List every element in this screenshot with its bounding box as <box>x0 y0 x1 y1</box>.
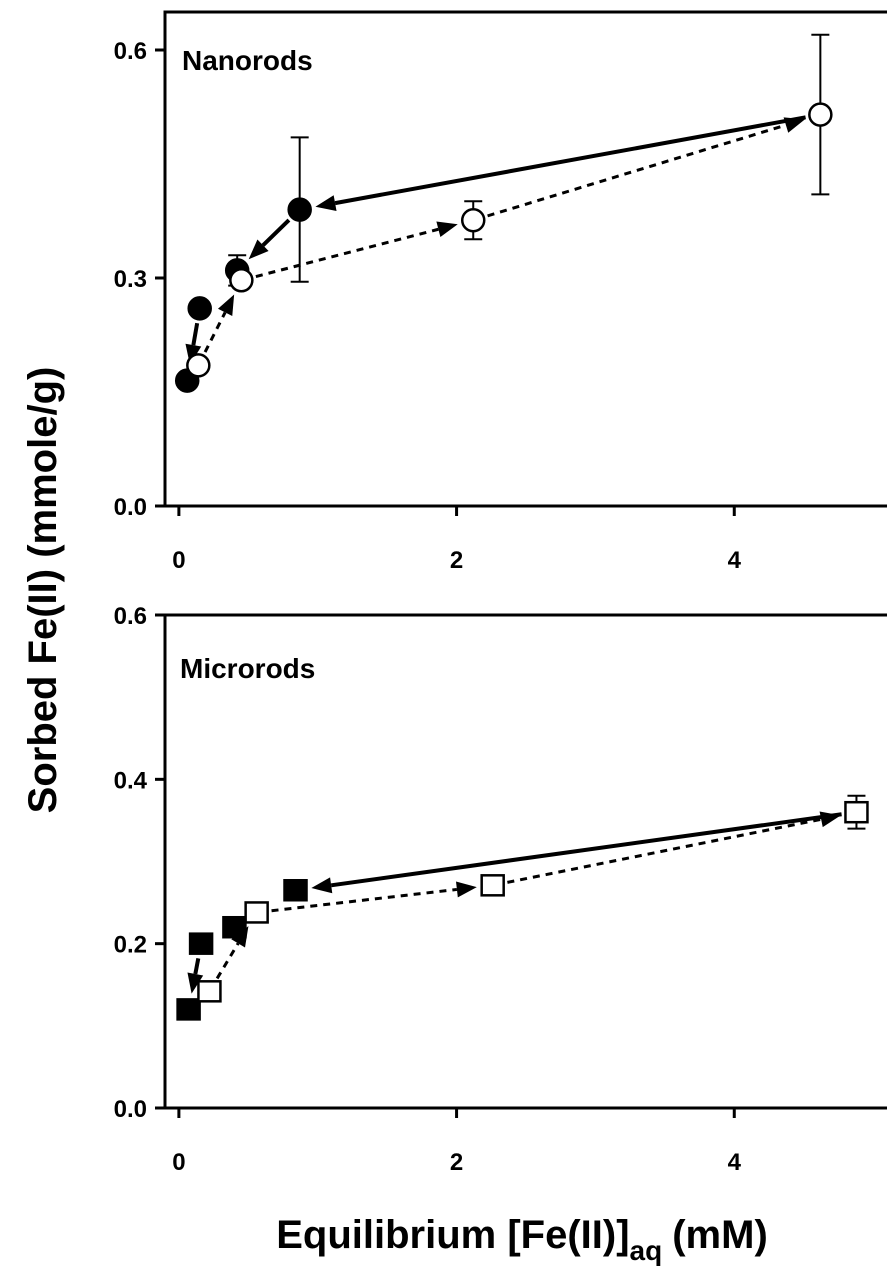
open-square-point <box>244 901 269 924</box>
solid-arrow-line <box>193 958 201 975</box>
arrowhead <box>187 972 204 994</box>
solid-arrow-line <box>261 218 291 247</box>
open-circle-point <box>186 353 211 378</box>
arrowhead <box>783 117 806 133</box>
x-axis-title: Equilibrium [Fe(II)]aq (mM) <box>276 1213 768 1266</box>
arrowhead <box>455 881 477 898</box>
y-axis-title: Sorbed Fe(II) (mmole/g) <box>21 367 65 814</box>
y-tick-label: 0.3 <box>114 266 147 293</box>
open-circle-point <box>808 102 833 127</box>
filled-square-point <box>283 879 308 902</box>
filled-square-point <box>176 998 201 1021</box>
x-axis-title-unit: (mM) <box>672 1213 768 1257</box>
x-tick-label: 0 <box>172 1149 185 1176</box>
solid-arrow-line <box>191 322 200 346</box>
nanorods-panel: 0.0 0.3 0.6 0 2 4 Nanorods <box>114 10 887 574</box>
microrods-panel: 0.0 0.2 0.4 0.6 0 2 4 Microrods <box>114 603 887 1176</box>
y-tick-label: 0.6 <box>114 38 147 65</box>
filled-square-point <box>188 932 214 955</box>
open-square-point <box>197 980 222 1003</box>
arrowhead <box>315 195 337 212</box>
x-tick-label: 0 <box>172 547 185 574</box>
open-circle-point <box>460 207 486 233</box>
arrowhead <box>819 811 841 828</box>
arrowhead <box>436 221 458 238</box>
y-tick-label: 0.4 <box>114 767 148 794</box>
filled-circle-point <box>287 197 312 222</box>
panel-label: Microrods <box>180 653 315 684</box>
dashed-arrow-line <box>215 942 240 980</box>
y-tick-label: 0.6 <box>114 603 147 630</box>
x-tick-label: 2 <box>450 547 463 574</box>
dashed-arrow-line <box>203 311 227 353</box>
panel-label: Nanorods <box>182 45 313 76</box>
x-axis-title-subscript: aq <box>630 1235 663 1266</box>
arrowhead <box>248 239 269 260</box>
y-tick-label: 0.0 <box>114 1096 147 1123</box>
x-tick-label: 2 <box>450 1149 463 1176</box>
arrowhead <box>311 877 333 894</box>
x-tick-label: 4 <box>728 547 742 574</box>
dashed-arrow-line <box>255 227 439 278</box>
filled-square-point <box>222 915 247 939</box>
dashed-arrow-line <box>487 123 787 218</box>
dashed-arrow-line <box>271 887 458 913</box>
arrowhead <box>217 294 235 317</box>
filled-circle-point <box>187 296 212 321</box>
open-circle-point <box>229 268 254 293</box>
x-tick-label: 4 <box>728 1149 742 1176</box>
solid-arrow-line <box>334 115 806 206</box>
y-tick-label: 0.0 <box>114 494 147 521</box>
open-square-point <box>844 800 869 824</box>
solid-arrow-line <box>330 812 842 888</box>
open-square-point <box>480 874 505 897</box>
x-axis-title-main: Equilibrium [Fe(II)] <box>276 1213 629 1257</box>
y-tick-label: 0.2 <box>114 932 147 959</box>
dashed-arrow-line <box>507 817 822 884</box>
